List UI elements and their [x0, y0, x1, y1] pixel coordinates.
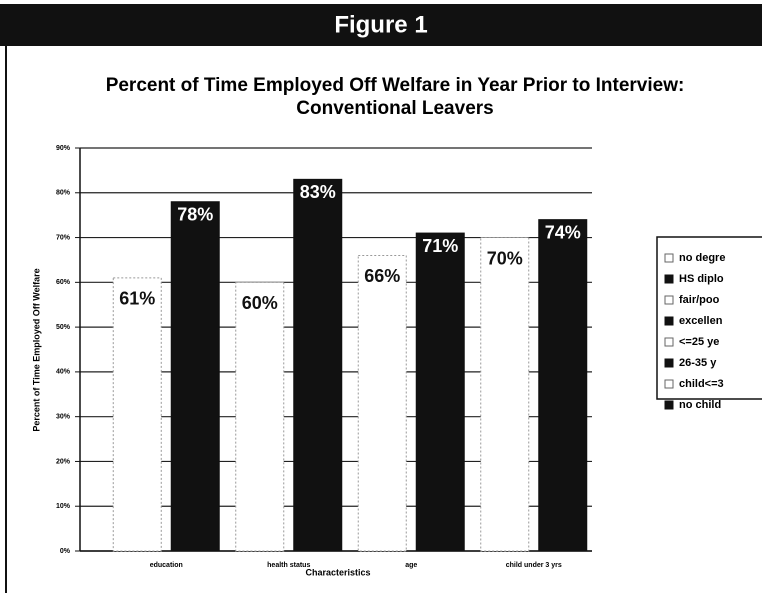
- legend-swatch: [664, 400, 674, 410]
- data-label: 66%: [364, 266, 400, 286]
- legend-swatch: [664, 316, 674, 326]
- bar: [170, 201, 220, 552]
- legend-swatch: [664, 337, 674, 347]
- y-tick-label: 60%: [56, 279, 71, 286]
- y-tick-label: 70%: [56, 234, 71, 241]
- bar: [415, 232, 465, 552]
- y-tick-label: 20%: [56, 458, 71, 465]
- y-tick-label: 10%: [56, 503, 71, 510]
- data-label: 83%: [300, 182, 336, 202]
- data-label: 60%: [242, 293, 278, 313]
- bar: [293, 178, 343, 552]
- y-tick-label: 80%: [56, 190, 71, 197]
- legend-label: 26-35 y: [679, 357, 717, 369]
- legend-swatch: [664, 295, 674, 305]
- data-label: 70%: [487, 248, 523, 268]
- legend-box: [656, 236, 762, 400]
- legend-label: excellen: [679, 315, 723, 327]
- x-tick-label: age: [405, 562, 417, 569]
- y-tick-label: 0%: [60, 548, 71, 555]
- legend-swatch: [664, 253, 674, 263]
- y-tick-label: 90%: [56, 145, 71, 152]
- x-tick-label: health status: [267, 562, 310, 569]
- bar: [235, 281, 285, 552]
- header: Figure 1: [334, 11, 427, 38]
- bar: [538, 219, 588, 552]
- y-tick-label: 30%: [56, 414, 71, 421]
- legend-swatch: [664, 358, 674, 368]
- legend-swatch: [664, 379, 674, 389]
- bar: [357, 254, 407, 552]
- legend-label: HS diplo: [679, 273, 724, 285]
- chart-title: Percent of Time Employed Off Welfare in …: [106, 75, 685, 96]
- x-axis-label: Characteristics: [305, 567, 370, 577]
- y-tick-label: 50%: [56, 324, 71, 331]
- data-label: 74%: [545, 222, 581, 242]
- legend-label: <=25 ye: [679, 336, 719, 348]
- legend-label: child<=3: [679, 378, 724, 390]
- chart-subtitle: Conventional Leavers: [296, 98, 493, 119]
- y-tick-label: 40%: [56, 369, 71, 376]
- legend-label: no child: [679, 399, 721, 411]
- header-bar: [0, 4, 762, 46]
- data-label: 78%: [177, 204, 213, 224]
- x-tick-label: education: [150, 562, 183, 569]
- x-tick-label: child under 3 yrs: [506, 562, 562, 569]
- legend-label: fair/poo: [679, 294, 720, 306]
- data-label: 71%: [422, 236, 458, 256]
- bar: [112, 277, 162, 552]
- bar: [480, 237, 530, 552]
- legend-swatch: [664, 274, 674, 284]
- data-label: 61%: [119, 289, 155, 309]
- legend-label: no degre: [679, 252, 725, 264]
- y-axis-label: Percent of Time Employed Off Welfare: [31, 268, 41, 431]
